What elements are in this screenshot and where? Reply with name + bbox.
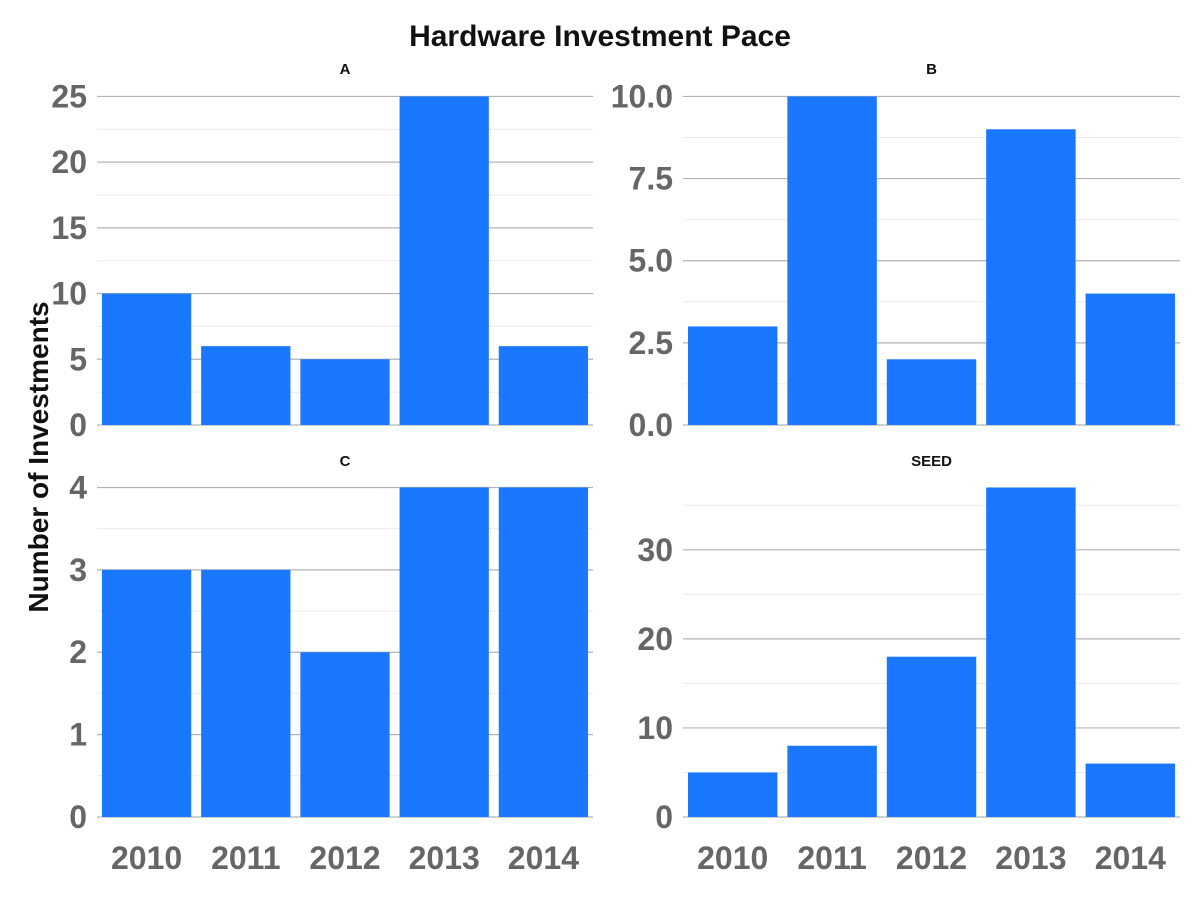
y-tick-label: 2 [69,634,87,670]
x-tick-label: 2012 [896,840,967,876]
y-tick-label: 1 [69,717,87,753]
bar-2012 [300,652,390,817]
bar-2011 [787,745,877,817]
bar-2012 [300,359,390,425]
y-tick-label: 0 [655,799,673,835]
bar-2013 [986,487,1076,817]
y-tick-label: 0 [69,799,87,835]
chart-title: Hardware Investment Pace [409,20,791,53]
bar-2010 [687,326,778,425]
y-tick-label: 10 [637,710,673,746]
bar-2013 [399,96,489,425]
y-tick-label: 5.0 [629,243,673,279]
y-tick-label: 15 [51,210,87,246]
panel-a: 0 5 10 15 20 25 A [51,61,593,443]
bar-2010 [101,293,192,425]
panel-b: 0.0 2.5 5.0 7.5 10.0 B [611,61,1180,443]
x-tick-label: 2010 [111,840,182,876]
y-tick-label: 0 [69,407,87,443]
y-tick-label: 10 [51,276,87,312]
x-tick-label: 2013 [409,840,480,876]
y-tick-label: 10.0 [611,78,673,114]
bar-2014 [1085,293,1176,425]
bar-2012 [886,656,977,817]
y-tick-label: 4 [69,469,87,505]
bar-2014 [1085,763,1176,817]
y-tick-label: 0.0 [629,407,673,443]
y-tick-label: 3 [69,552,87,588]
bar-2010 [101,569,192,817]
y-tick-label: 20 [51,144,87,180]
bar-2013 [986,129,1076,426]
x-tick-label: 2014 [1095,840,1166,876]
panel-seed: 0 10 20 30 SEED 2010 2011 2012 2013 2014 [637,453,1180,876]
x-tick-label: 2010 [697,840,768,876]
x-tick-label: 2011 [211,840,280,876]
x-tick-label: 2012 [309,840,380,876]
y-tick-label: 20 [637,621,673,657]
bar-2011 [787,96,877,425]
y-tick-label: 2.5 [629,325,673,361]
bar-2011 [201,346,291,425]
bar-2014 [498,346,589,425]
x-tick-label: 2013 [995,840,1066,876]
x-tick-label: 2014 [508,840,579,876]
panel-title: C [340,453,351,470]
panel-title: SEED [911,453,952,470]
y-tick-label: 25 [51,78,87,114]
panel-title: B [926,61,937,78]
y-tick-label: 7.5 [629,161,673,197]
bar-2010 [687,772,778,817]
panel-c: 0 1 2 3 4 C 2010 2011 2012 2013 2014 [69,453,593,876]
x-tick-label: 2011 [797,840,866,876]
panel-title: A [340,61,351,78]
bar-2011 [201,569,291,817]
bar-2012 [886,359,977,425]
y-tick-label: 30 [637,532,673,568]
bar-2014 [498,487,589,817]
y-tick-label: 5 [69,341,87,377]
bar-2013 [399,487,489,817]
